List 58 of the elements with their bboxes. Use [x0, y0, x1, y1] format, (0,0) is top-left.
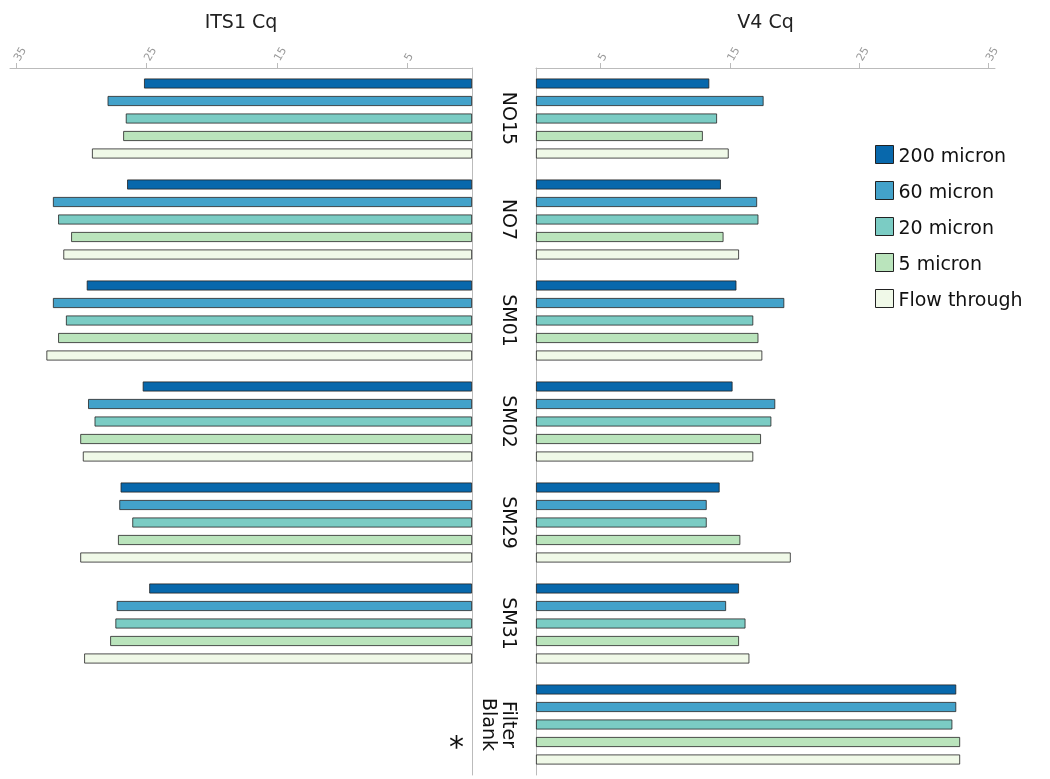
bar: [536, 315, 754, 326]
bar: [536, 434, 761, 444]
x-tick-label: 5: [401, 50, 417, 64]
bar: [536, 719, 953, 730]
legend-label: Flow through: [898, 287, 1023, 310]
x-tick-label: 15: [724, 44, 743, 64]
bar: [536, 381, 733, 392]
y-tick-label: SM31: [499, 597, 521, 650]
bar: [536, 333, 759, 343]
y-tick-label: NO7: [499, 198, 521, 241]
x-tick-label: 15: [271, 44, 290, 64]
bar: [536, 148, 729, 159]
bar: [536, 214, 759, 225]
bar: [536, 737, 961, 747]
bar: [536, 500, 707, 510]
bar: [536, 482, 720, 493]
bar: [536, 653, 750, 664]
legend-label: 20 micron: [898, 215, 995, 238]
annotation: *: [449, 728, 464, 764]
y-tick-label: SM01: [499, 294, 521, 347]
x-tick-label: 25: [141, 44, 160, 64]
bar: [536, 96, 764, 106]
bar: [536, 131, 703, 141]
x-tick-label: 25: [853, 44, 872, 64]
y-tick-label: Filter Blank: [479, 697, 521, 752]
bar: [536, 636, 739, 646]
bar: [536, 601, 727, 611]
bar: [536, 179, 721, 190]
bar: [536, 350, 763, 361]
bar: [536, 78, 710, 89]
bar: [536, 552, 791, 563]
bar: [536, 232, 724, 242]
bar: [536, 280, 737, 291]
bar: [536, 583, 739, 594]
bar: [536, 684, 957, 695]
bar: [536, 113, 718, 124]
bar: [536, 416, 772, 427]
bar: [536, 754, 961, 765]
bar: [536, 618, 746, 629]
bar: [536, 197, 758, 207]
y-tick-label: NO15: [499, 91, 521, 146]
x-tick-label: 5: [595, 50, 610, 64]
x-axis-title: ITS1 Cq: [204, 9, 278, 32]
bar: [536, 249, 739, 260]
y-tick-label: SM02: [499, 395, 521, 448]
legend-label: 200 micron: [898, 143, 1007, 166]
bar: [536, 535, 741, 545]
y-tick-label: SM29: [499, 496, 521, 549]
x-axis-title: V4 Cq: [737, 9, 794, 32]
bar: [536, 298, 785, 308]
x-tick-label: 35: [982, 44, 1002, 64]
x-tick-label: 35: [10, 44, 30, 64]
bar: [536, 399, 776, 409]
legend-label: 60 micron: [898, 179, 995, 202]
bar: [536, 702, 957, 712]
bar: [536, 451, 754, 462]
bar: [536, 517, 707, 528]
legend-label: 5 micron: [898, 251, 982, 274]
